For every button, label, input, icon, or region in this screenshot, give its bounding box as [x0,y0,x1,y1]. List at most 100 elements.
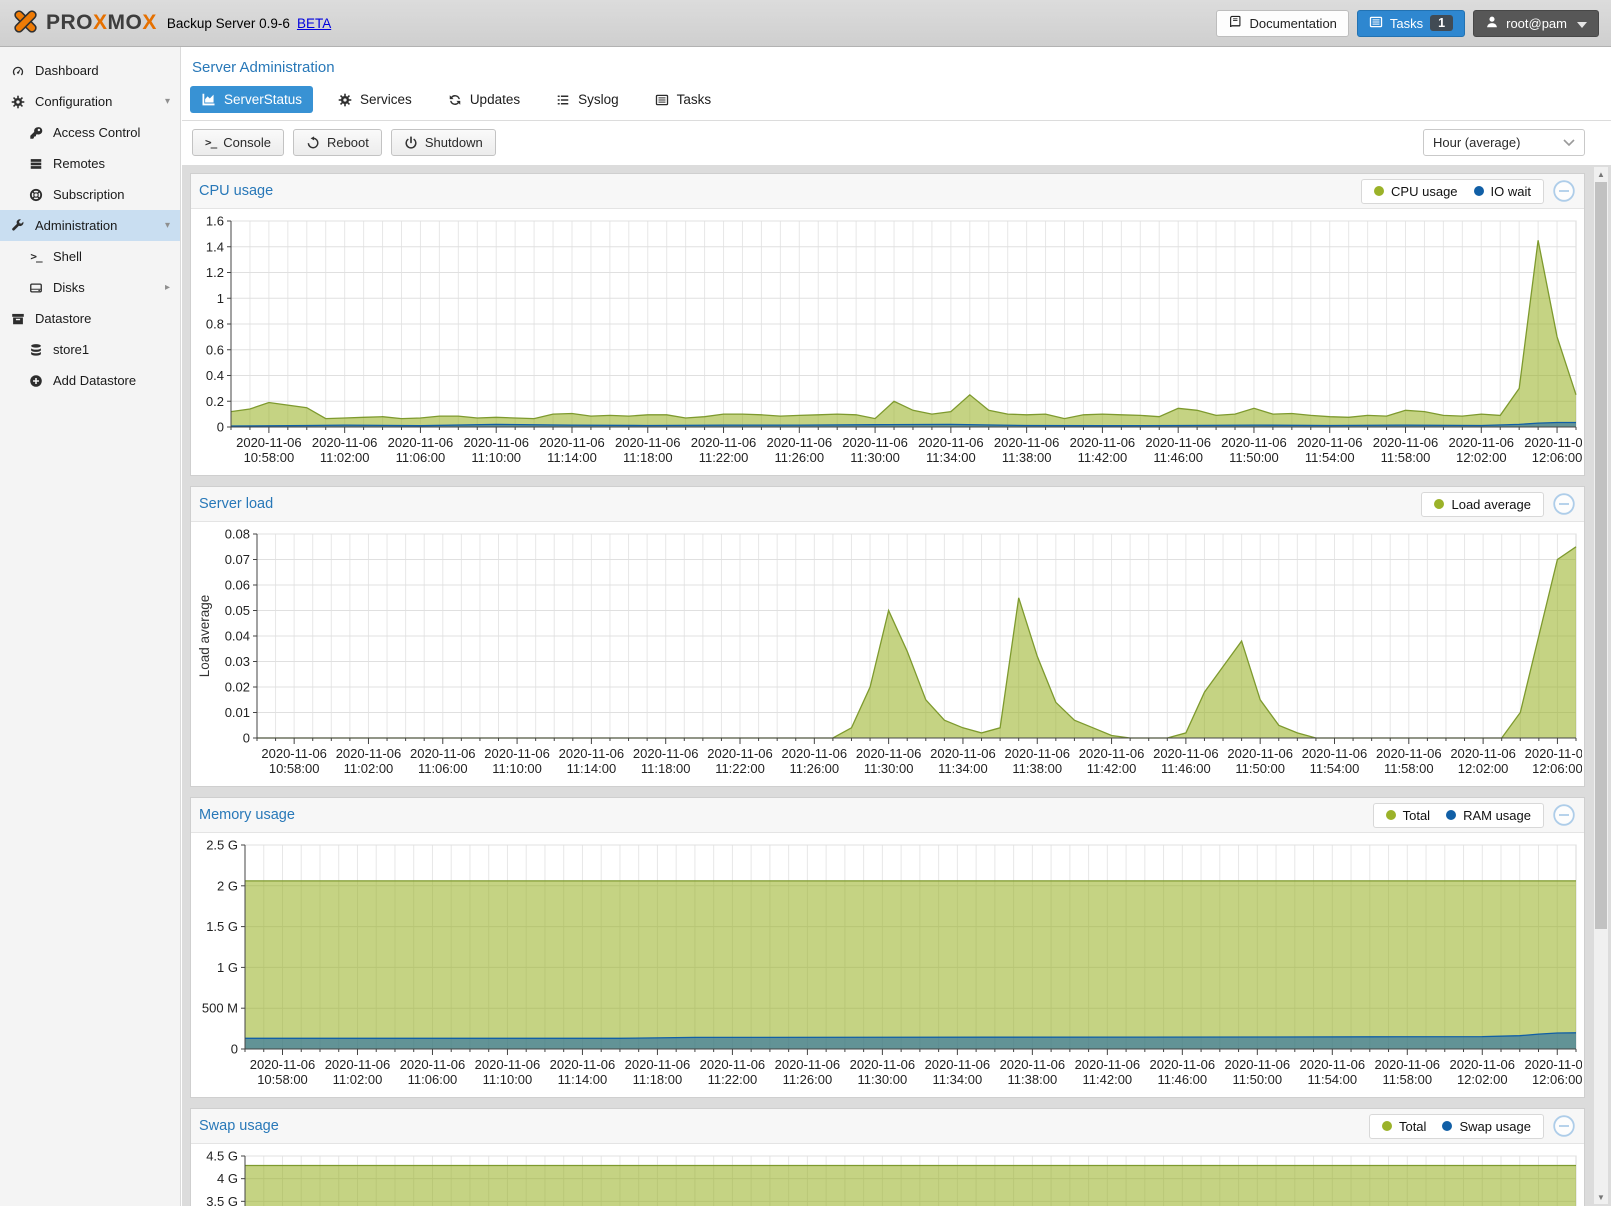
legend-label: Swap usage [1459,1118,1531,1134]
svg-text:11:38:00: 11:38:00 [1012,761,1062,776]
svg-text:11:10:00: 11:10:00 [492,761,542,776]
user-menu-button[interactable]: root@pam [1473,9,1599,37]
svg-text:2020-11-06: 2020-11-06 [1145,435,1211,450]
collapse-panel-icon[interactable] [1552,492,1576,516]
svg-text:2020-11-06: 2020-11-06 [1302,746,1368,761]
svg-text:11:50:00: 11:50:00 [1229,450,1279,465]
svg-text:2020-11-06: 2020-11-06 [1373,435,1439,450]
legend-item-total[interactable]: Total [1381,1118,1427,1134]
beta-link[interactable]: BETA [296,15,332,31]
svg-text:2020-11-06: 2020-11-06 [1000,1057,1066,1072]
svg-text:1.5 G: 1.5 G [206,919,238,934]
chevron-right-icon[interactable]: ▸ [164,282,170,293]
chevron-down-icon[interactable]: ▾ [164,220,170,231]
legend-item-load-average[interactable]: Load average [1434,497,1531,512]
sidebar-item-label: Configuration [35,94,113,109]
chevron-down-icon[interactable]: ▾ [164,96,170,107]
svg-text:11:22:00: 11:22:00 [715,761,765,776]
svg-text:12:02:00: 12:02:00 [1456,450,1507,465]
tab-tasks[interactable]: Tasks [644,86,723,113]
scrollbar-thumb[interactable] [1595,182,1607,929]
svg-text:11:30:00: 11:30:00 [850,450,900,465]
sidebar-item-store1[interactable]: store1 [0,334,180,365]
legend-item-swap-usage[interactable]: Swap usage [1442,1119,1531,1134]
sidebar-item-subscription[interactable]: Subscription [0,179,180,210]
task-list-icon [1369,15,1383,32]
panel-title-load: Server load [199,496,274,512]
sidebar-item-label: Administration [35,218,118,233]
svg-text:2020-11-06: 2020-11-06 [1075,1057,1141,1072]
svg-text:2020-11-06: 2020-11-06 [850,1057,916,1072]
sidebar-item-administration[interactable]: Administration ▾ [0,210,180,241]
documentation-button[interactable]: Documentation [1216,9,1349,37]
svg-text:0.07: 0.07 [225,552,250,567]
sidebar-item-disks[interactable]: Disks ▸ [0,272,180,303]
vertical-scrollbar[interactable]: ▲ ▼ [1594,167,1608,1204]
console-button[interactable]: >_ Console [192,129,284,156]
panel-title-memory: Memory usage [199,807,295,823]
svg-text:2020-11-06: 2020-11-06 [994,435,1060,450]
svg-text:11:14:00: 11:14:00 [558,1072,608,1087]
sidebar-item-configuration[interactable]: Configuration ▾ [0,86,180,117]
svg-text:11:50:00: 11:50:00 [1235,761,1285,776]
svg-text:1.2: 1.2 [206,265,224,280]
legend-item-cpu-usage[interactable]: CPU usage [1374,184,1458,199]
svg-text:0.05: 0.05 [225,603,250,618]
sidebar-item-label: store1 [53,342,90,357]
svg-text:2020-11-06: 2020-11-06 [1150,1057,1216,1072]
svg-text:2020-11-06: 2020-11-06 [615,435,681,450]
svg-text:11:54:00: 11:54:00 [1310,761,1360,776]
svg-text:11:02:00: 11:02:00 [333,1072,383,1087]
reboot-button[interactable]: Reboot [292,129,382,156]
sidebar-item-datastore[interactable]: Datastore [0,303,180,334]
sidebar-item-remotes[interactable]: Remotes [0,148,180,179]
sidebar-item-shell[interactable]: >_ Shell [0,241,180,272]
collapse-panel-icon[interactable] [1552,1114,1576,1138]
list-icon [655,93,669,107]
legend-label: IO wait [1490,183,1531,199]
svg-text:2020-11-06: 2020-11-06 [1525,746,1582,761]
svg-text:2020-11-06: 2020-11-06 [559,746,625,761]
svg-text:11:42:00: 11:42:00 [1083,1072,1133,1087]
plus-circle-icon [28,373,44,389]
tab-updates[interactable]: Updates [437,86,531,113]
scroll-up-arrow-icon[interactable]: ▲ [1597,169,1605,179]
legend-item-io-wait[interactable]: IO wait [1473,183,1531,199]
svg-text:3.5 G: 3.5 G [206,1194,238,1206]
shutdown-button[interactable]: Shutdown [390,129,496,156]
legend-item-total[interactable]: Total [1385,808,1430,823]
tab-label: Services [360,92,412,107]
gears-icon [10,94,26,110]
svg-text:0: 0 [243,731,250,746]
terminal-icon: >_ [30,250,42,263]
svg-text:0.01: 0.01 [225,705,250,720]
reboot-icon [306,135,320,150]
power-icon [404,135,418,150]
sidebar-item-access-control[interactable]: Access Control [0,117,180,148]
svg-text:2 G: 2 G [217,878,238,893]
legend-label: Total [1398,1118,1427,1134]
svg-text:11:38:00: 11:38:00 [1008,1072,1058,1087]
scroll-down-arrow-icon[interactable]: ▼ [1597,1192,1605,1202]
collapse-panel-icon[interactable] [1552,179,1576,203]
tasks-button[interactable]: Tasks 1 [1356,9,1466,37]
svg-text:11:02:00: 11:02:00 [320,450,370,465]
remotes-icon [28,156,44,172]
collapse-panel-icon[interactable] [1552,803,1576,827]
terminal-icon: >_ [205,136,217,149]
time-range-select[interactable]: Hour (average) [1423,129,1585,156]
svg-text:2020-11-06: 2020-11-06 [1227,746,1293,761]
tab-serverstatus[interactable]: ServerStatus [190,86,314,113]
svg-text:11:34:00: 11:34:00 [933,1072,983,1087]
legend-item-ram-usage[interactable]: RAM usage [1446,808,1531,823]
tab-services[interactable]: Services [327,86,423,113]
main-content: Server Administration ServerStatus Servic… [182,47,1611,1206]
sidebar-item-add-datastore[interactable]: Add Datastore [0,365,180,396]
sidebar-item-label: Shell [53,249,82,264]
tab-syslog[interactable]: Syslog [545,86,630,113]
svg-text:2020-11-06: 2020-11-06 [261,746,327,761]
sidebar-item-dashboard[interactable]: Dashboard [0,55,180,86]
user-icon [1485,15,1499,32]
svg-text:2020-11-06: 2020-11-06 [925,1057,991,1072]
svg-text:2020-11-06: 2020-11-06 [775,1057,841,1072]
